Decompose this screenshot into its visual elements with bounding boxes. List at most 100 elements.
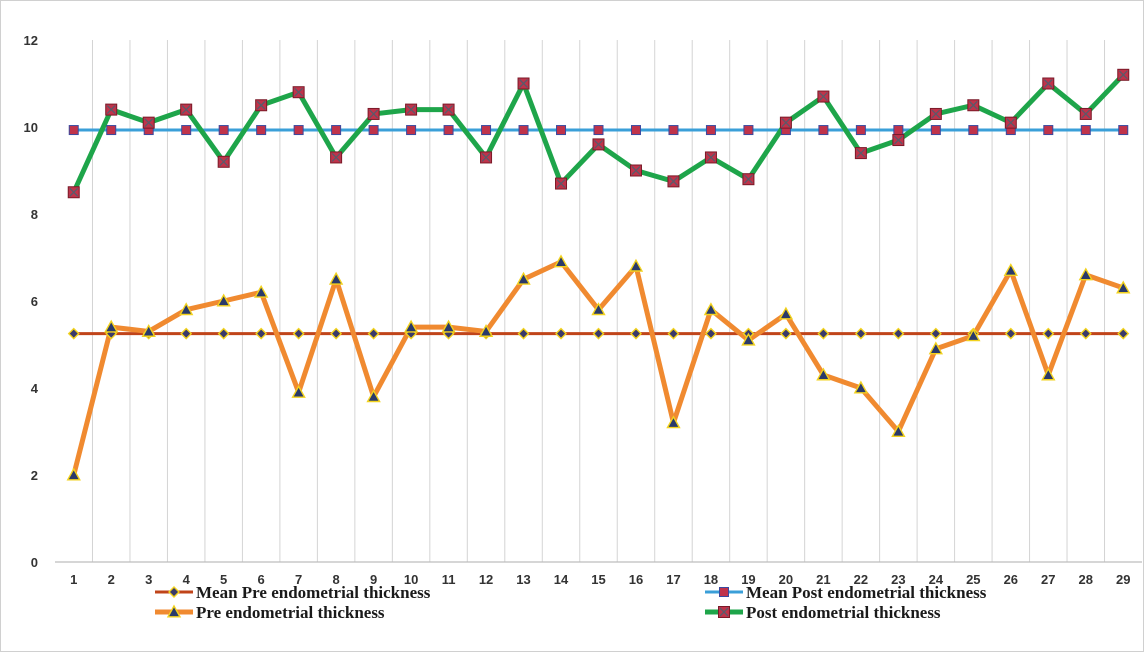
data-point	[854, 327, 867, 340]
x-tick-label: 18	[704, 572, 718, 587]
data-point	[779, 116, 792, 129]
x-tick-label: 2	[108, 572, 115, 587]
marker-cross	[781, 118, 791, 128]
data-point	[704, 327, 717, 340]
data-point	[1004, 327, 1017, 340]
data-point	[105, 103, 118, 116]
data-point	[328, 271, 344, 285]
data-point	[255, 327, 268, 340]
data-point	[366, 389, 381, 403]
marker-cross	[256, 100, 266, 110]
y-tick-label: 4	[31, 381, 39, 396]
data-point	[930, 125, 941, 136]
data-point	[331, 125, 342, 136]
data-point	[704, 151, 717, 164]
marker-cross	[856, 148, 866, 158]
y-tick-label: 2	[31, 468, 38, 483]
x-tick-label: 25	[966, 572, 980, 587]
x-tick-label: 26	[1004, 572, 1018, 587]
data-point	[1118, 125, 1129, 136]
data-point	[1042, 77, 1055, 90]
data-point	[1116, 280, 1131, 294]
data-point	[67, 186, 80, 199]
x-tick-label: 5	[220, 572, 227, 587]
data-point	[556, 125, 567, 136]
y-tick-label: 0	[31, 555, 38, 570]
data-point	[553, 254, 569, 268]
x-tick-label: 6	[258, 572, 265, 587]
x-tick-label: 10	[404, 572, 418, 587]
data-point	[854, 147, 867, 160]
data-point	[592, 138, 605, 151]
data-point	[141, 324, 156, 337]
data-point	[892, 134, 905, 147]
x-tick-label: 20	[779, 572, 793, 587]
data-point	[255, 99, 268, 112]
data-point	[217, 327, 230, 340]
data-point	[816, 367, 831, 381]
data-point	[106, 125, 117, 136]
data-point	[443, 125, 454, 136]
legend-marker	[719, 587, 729, 597]
x-tick-label: 28	[1079, 572, 1093, 587]
data-point	[330, 327, 343, 340]
data-point	[893, 125, 904, 136]
series-markers	[66, 68, 1131, 481]
data-point	[406, 125, 417, 136]
data-point	[703, 302, 719, 316]
x-tick-label: 17	[666, 572, 680, 587]
x-tick-label: 8	[333, 572, 340, 587]
data-point	[741, 332, 756, 346]
marker-cross	[594, 139, 603, 149]
marker-cross	[444, 105, 454, 115]
x-tick-label: 11	[442, 572, 456, 587]
data-point	[293, 125, 304, 136]
legend-label-mean-pre: Mean Pre endometrial thickness	[196, 583, 431, 602]
data-point	[181, 125, 192, 136]
marker-cross	[631, 166, 641, 175]
data-point	[217, 155, 230, 168]
marker-cross	[106, 105, 116, 115]
marker-cross	[181, 105, 191, 115]
data-point	[1117, 68, 1130, 81]
data-point	[591, 302, 606, 316]
data-point	[966, 328, 981, 342]
data-point	[1079, 327, 1092, 340]
data-point	[292, 327, 305, 340]
x-tick-label: 13	[516, 572, 530, 587]
y-tick-label: 10	[24, 120, 38, 135]
marker-cross	[331, 152, 341, 162]
grid-lines	[91, 40, 1106, 562]
data-point	[928, 341, 944, 355]
data-point	[292, 86, 305, 99]
marker-cross	[743, 174, 753, 184]
data-point	[891, 424, 906, 437]
data-point	[855, 125, 866, 136]
data-point	[403, 319, 419, 333]
marker-cross	[1118, 70, 1128, 80]
data-point	[629, 327, 642, 340]
y-tick-label: 6	[31, 294, 38, 309]
data-point	[667, 175, 680, 188]
data-point	[216, 293, 231, 307]
legend-item-pre: Pre endometrial thickness	[155, 603, 385, 622]
data-point	[779, 327, 792, 340]
data-point	[667, 327, 680, 340]
data-point	[743, 125, 754, 136]
legend-item-post: Post endometrial thickness	[705, 603, 941, 622]
data-point	[1043, 125, 1054, 136]
data-point	[218, 125, 229, 136]
data-point	[180, 103, 193, 116]
x-tick-label: 19	[741, 572, 755, 587]
marker-cross	[931, 109, 941, 119]
data-point	[1041, 367, 1056, 381]
x-tick-label: 7	[295, 572, 302, 587]
legend-item-mean-post: Mean Post endometrial thickness	[705, 583, 987, 602]
marker-cross	[406, 105, 416, 115]
data-point	[367, 327, 380, 340]
data-point	[630, 125, 641, 136]
data-point	[104, 319, 119, 333]
marker-cross	[893, 135, 903, 145]
x-tick-label: 24	[929, 572, 944, 587]
data-point	[1078, 267, 1093, 281]
